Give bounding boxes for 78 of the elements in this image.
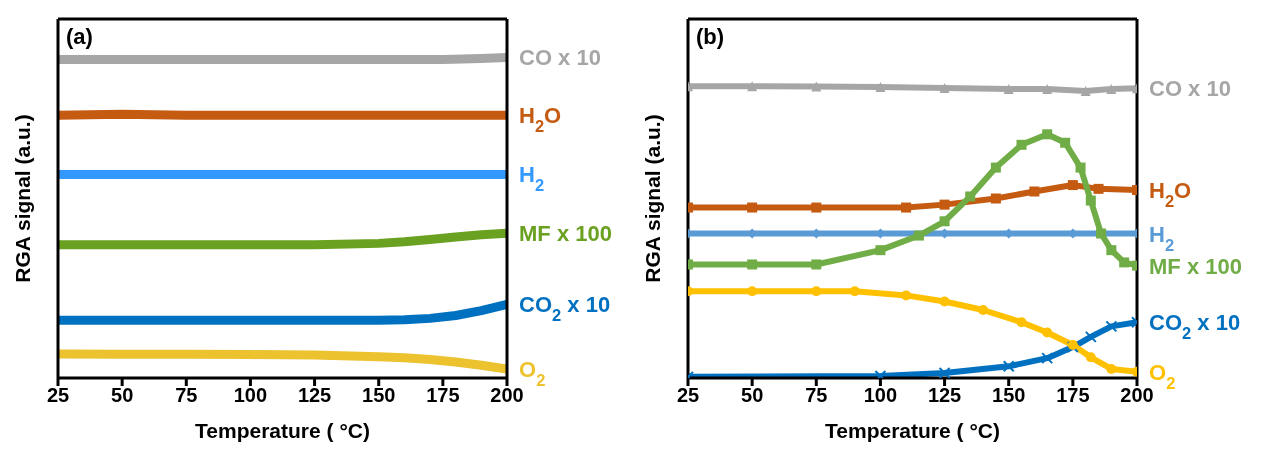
point: [901, 290, 912, 301]
series-label: H$_{2}$: [1149, 221, 1175, 254]
point: [1067, 180, 1078, 191]
point: [811, 202, 822, 213]
x-tick-label: 125: [927, 384, 962, 407]
point: [990, 162, 1001, 173]
y-axis-title: RGA signal (a.u.): [641, 114, 665, 283]
x-tick-label: 150: [992, 384, 1026, 407]
x-tick-label: 200: [490, 384, 524, 407]
point: [875, 82, 886, 93]
x-tick-label: 100: [863, 384, 898, 407]
point: [1075, 162, 1086, 173]
x-tick-label: 25: [46, 384, 70, 407]
x-tick-label: 75: [175, 384, 198, 407]
point: [1119, 257, 1130, 268]
x-tick-label: 50: [741, 384, 764, 407]
point: [1042, 327, 1053, 338]
series-label: H$_{2}$O: [1149, 178, 1192, 211]
point: [1041, 352, 1054, 365]
point: [938, 367, 951, 378]
x-tick-label: 50: [111, 384, 134, 407]
point: [811, 286, 822, 297]
series-label: CO x 10: [519, 45, 601, 71]
point: [990, 193, 1001, 204]
x-axis-title: Temperature ( °C): [825, 419, 1000, 442]
point: [901, 202, 912, 213]
x-tick-label: 175: [426, 384, 460, 407]
series-label: MF x 100: [1149, 253, 1242, 279]
series-label: H$_{2}$: [519, 162, 545, 195]
x-tick-label: 150: [362, 384, 396, 407]
point: [1106, 363, 1117, 374]
series-label: CO x 10: [1149, 76, 1231, 102]
point: [1085, 352, 1096, 363]
point: [747, 286, 758, 297]
point: [1002, 360, 1015, 373]
point: [1016, 139, 1027, 150]
point: [1042, 129, 1053, 140]
point: [939, 82, 950, 93]
x-tick-label: 75: [805, 384, 828, 407]
x-tick-label: 200: [1120, 384, 1154, 407]
point: [747, 259, 758, 270]
series-label: MF x 100: [519, 221, 612, 247]
point: [1096, 228, 1107, 239]
point: [811, 259, 822, 270]
point: [747, 202, 758, 213]
point: [1029, 186, 1040, 197]
point: [1060, 137, 1071, 148]
chart-title: (a): [66, 24, 93, 49]
point: [1042, 84, 1053, 95]
point: [1105, 320, 1118, 333]
point: [849, 286, 860, 297]
series-label: CO$_{2}$ x 10: [519, 292, 611, 325]
x-axis-title: Temperature ( °C): [195, 419, 370, 442]
point: [939, 216, 950, 227]
point: [875, 245, 886, 256]
point: [1084, 330, 1097, 343]
point: [1085, 195, 1096, 206]
point: [913, 230, 924, 241]
x-tick-label: 125: [297, 384, 332, 407]
point: [1093, 183, 1104, 194]
series-label: H$_{2}$O: [519, 103, 562, 136]
chart-title: (b): [696, 24, 725, 49]
point: [939, 296, 950, 307]
point: [939, 199, 950, 210]
point: [965, 191, 976, 202]
series-label: CO$_{2}$ x 10: [1149, 310, 1241, 343]
point: [1003, 84, 1014, 95]
x-tick-label: 175: [1056, 384, 1090, 407]
point: [1106, 245, 1117, 256]
point: [1080, 86, 1091, 97]
x-tick-label: 25: [676, 384, 700, 407]
x-tick-label: 100: [233, 384, 268, 407]
point: [811, 81, 822, 92]
y-axis-title: RGA signal (a.u.): [11, 114, 35, 283]
point: [747, 81, 758, 92]
point: [978, 304, 989, 315]
point: [1016, 317, 1027, 328]
point: [1106, 84, 1117, 95]
